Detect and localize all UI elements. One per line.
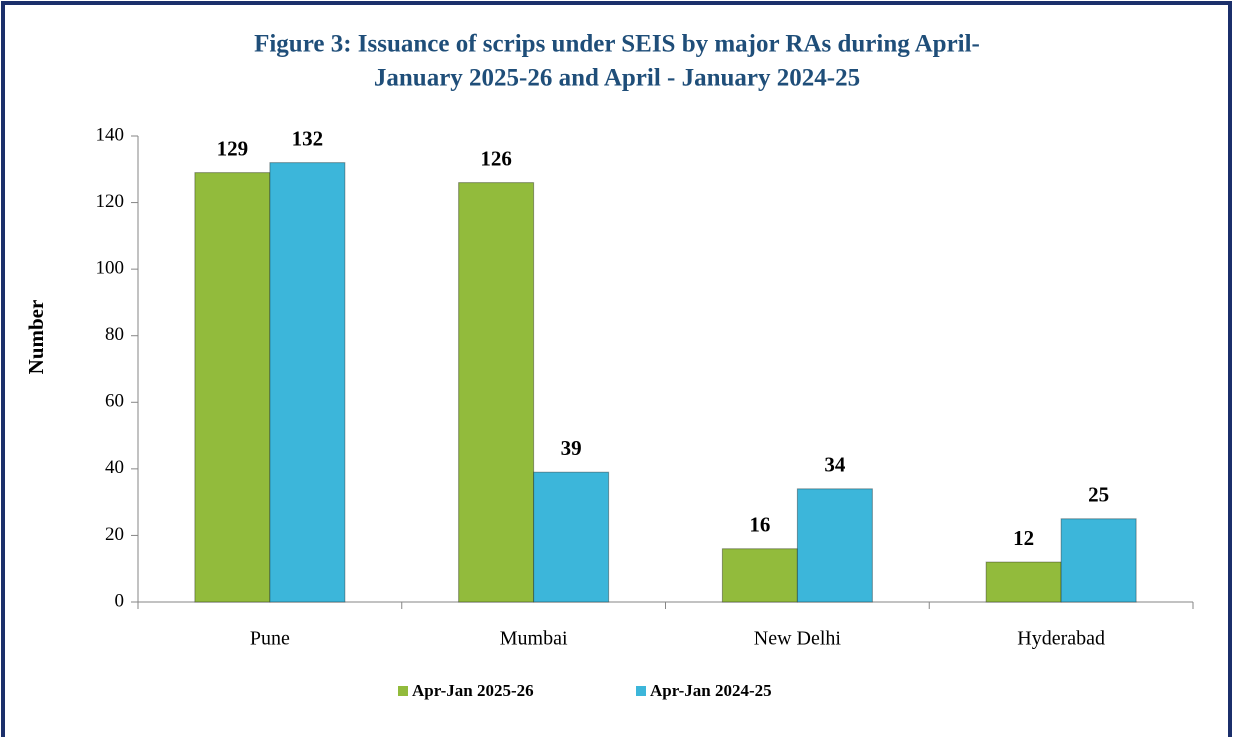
legend-swatch bbox=[636, 686, 646, 696]
y-tick-label: 40 bbox=[105, 457, 124, 478]
legend-label: Apr-Jan 2024-25 bbox=[650, 681, 772, 700]
x-tick-label: New Delhi bbox=[754, 628, 842, 650]
y-tick-label: 140 bbox=[96, 124, 125, 145]
value-label: 34 bbox=[824, 453, 846, 477]
value-label: 132 bbox=[292, 126, 324, 150]
x-tick-label: Mumbai bbox=[500, 628, 568, 650]
x-tick-label: Hyderabad bbox=[1017, 628, 1105, 650]
value-label: 25 bbox=[1088, 483, 1109, 507]
bar bbox=[985, 561, 1062, 603]
bar bbox=[796, 488, 873, 603]
bar bbox=[458, 182, 535, 603]
bar bbox=[269, 162, 346, 603]
y-tick-label: 60 bbox=[105, 391, 124, 412]
value-label: 39 bbox=[561, 436, 582, 460]
value-label: 129 bbox=[217, 136, 249, 160]
value-label: 12 bbox=[1013, 526, 1034, 550]
bar bbox=[533, 471, 610, 603]
bar bbox=[721, 548, 798, 603]
value-label: 126 bbox=[480, 146, 512, 170]
chart-title: Figure 3: Issuance of scrips under SEIS … bbox=[254, 31, 980, 58]
value-label: 16 bbox=[749, 513, 770, 537]
bar bbox=[1060, 518, 1137, 603]
legend-label: Apr-Jan 2025-26 bbox=[412, 681, 534, 700]
y-tick-label: 100 bbox=[96, 258, 125, 279]
y-tick-label: 20 bbox=[105, 524, 124, 545]
y-tick-label: 80 bbox=[105, 324, 124, 345]
y-tick-label: 120 bbox=[96, 191, 125, 212]
bar bbox=[194, 172, 271, 603]
chart-title: January 2025-26 and April - January 2024… bbox=[374, 65, 860, 92]
x-tick-label: Pune bbox=[250, 628, 290, 650]
legend-swatch bbox=[398, 686, 408, 696]
y-axis-label: Number bbox=[24, 300, 48, 375]
y-tick-label: 0 bbox=[115, 590, 125, 611]
